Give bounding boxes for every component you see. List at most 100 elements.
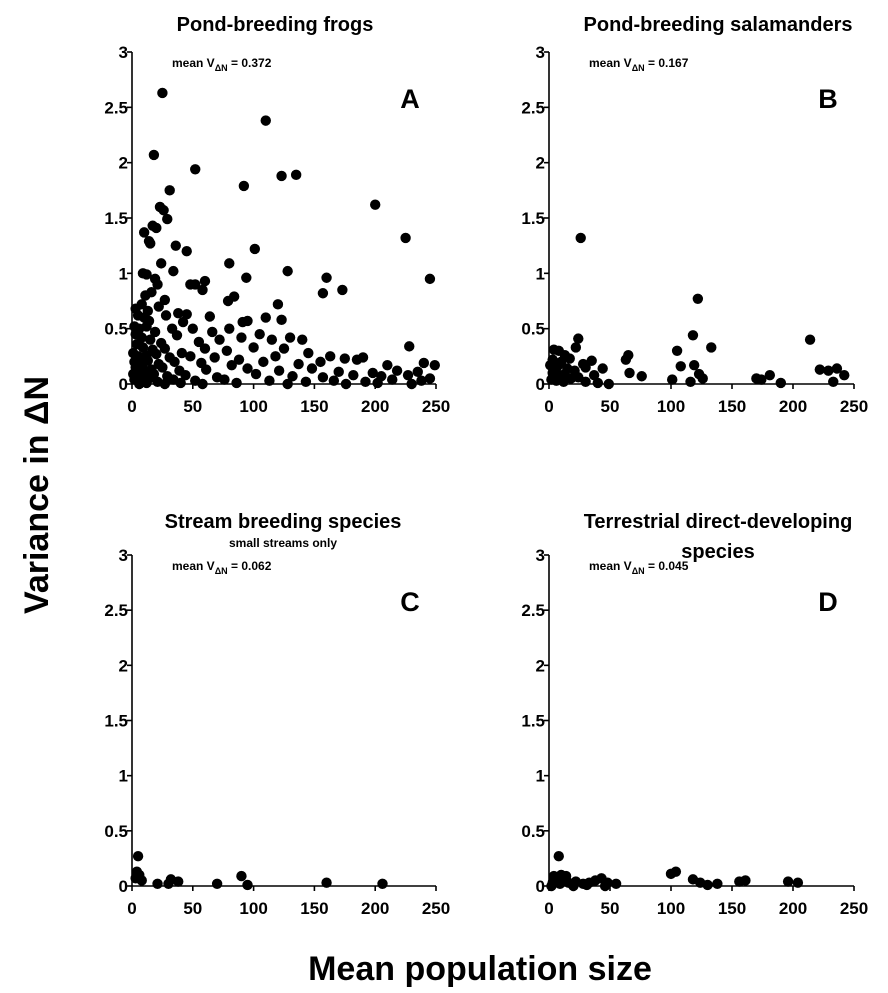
panel-subtitle: species (681, 541, 754, 563)
y-tick-label: 3 (119, 43, 128, 62)
data-point (153, 301, 164, 312)
x-tick-label: 100 (657, 899, 685, 918)
data-point (219, 374, 230, 385)
data-point (667, 374, 678, 385)
data-point (209, 352, 220, 363)
data-point (181, 309, 192, 320)
x-tick-label: 0 (544, 397, 553, 416)
data-point (592, 377, 603, 389)
data-point (193, 336, 205, 348)
y-tick-label: 0 (119, 877, 128, 896)
data-point (197, 378, 208, 390)
data-point (303, 347, 314, 359)
data-point (242, 879, 253, 891)
x-tick-label: 100 (239, 397, 267, 416)
data-point (382, 359, 393, 371)
data-point (706, 342, 717, 353)
data-point (173, 876, 184, 887)
data-point (624, 367, 635, 379)
data-point (377, 878, 388, 889)
data-point (546, 880, 557, 892)
data-point (814, 364, 826, 375)
data-point (136, 875, 147, 886)
data-point (148, 149, 160, 161)
data-point (197, 284, 208, 296)
y-tick-label: 2 (536, 656, 545, 675)
data-point (692, 293, 704, 304)
x-tick-label: 50 (601, 397, 620, 416)
data-point (258, 356, 269, 368)
data-point (333, 366, 344, 378)
data-point (317, 288, 329, 299)
data-point (185, 279, 196, 290)
data-point (185, 351, 196, 362)
data-point (300, 376, 312, 387)
y-tick-label: 2.5 (104, 98, 128, 117)
data-point (712, 878, 723, 889)
data-point (282, 265, 293, 277)
y-tick-label: 1 (536, 767, 545, 786)
x-tick-label: 0 (544, 899, 553, 918)
data-point (775, 377, 786, 389)
data-point (249, 243, 261, 255)
data-point (187, 323, 198, 334)
panel-letter: B (818, 84, 838, 114)
data-point (250, 368, 262, 380)
data-point (226, 359, 237, 371)
data-point (610, 878, 622, 889)
x-tick-label: 150 (718, 397, 746, 416)
data-point (141, 269, 152, 280)
data-point (270, 351, 281, 362)
data-point (242, 315, 253, 327)
panel-d: Terrestrial direct-developing species 0 0.5… (521, 511, 868, 918)
data-point (158, 205, 169, 216)
data-point (136, 299, 147, 310)
data-point (321, 877, 332, 888)
data-point (429, 359, 440, 371)
data-point (558, 376, 569, 387)
x-tick-label: 200 (779, 397, 807, 416)
data-point (603, 378, 614, 390)
x-tick-label: 200 (361, 397, 389, 416)
data-point (287, 371, 298, 382)
data-point (142, 355, 154, 366)
data-point (168, 265, 179, 277)
data-point (297, 334, 308, 345)
data-point (782, 876, 794, 887)
data-point (372, 377, 383, 389)
data-point (823, 365, 834, 376)
data-point (152, 878, 163, 889)
data-point (151, 348, 162, 360)
data-point (685, 376, 696, 387)
data-point (581, 879, 593, 891)
data-point (211, 878, 223, 889)
data-point (740, 875, 751, 886)
data-point (554, 878, 566, 889)
data-point (200, 364, 212, 375)
data-point (173, 307, 184, 319)
x-tick-label: 150 (300, 397, 328, 416)
data-point (804, 334, 816, 345)
data-point (764, 369, 776, 381)
mean-variance-label: mean VΔN = 0.167 (589, 56, 689, 73)
data-point (159, 343, 171, 354)
data-point (152, 279, 163, 290)
x-tick-label: 200 (361, 899, 389, 918)
data-point (351, 354, 363, 365)
data-point (599, 880, 611, 892)
data-point (424, 273, 436, 285)
x-tick-label: 200 (779, 899, 807, 918)
data-point (155, 258, 167, 269)
data-point (284, 332, 296, 343)
y-tick-label: 2 (536, 154, 545, 173)
data-point (568, 880, 579, 892)
y-tick-label: 0.5 (521, 822, 545, 841)
data-point (180, 369, 191, 381)
data-point (573, 333, 584, 344)
data-point (169, 356, 180, 368)
data-point (171, 330, 183, 341)
data-point (157, 87, 168, 99)
y-tick-label: 2.5 (521, 601, 545, 620)
data-point (175, 377, 186, 389)
panel-title: Terrestrial direct-developing (584, 511, 853, 533)
